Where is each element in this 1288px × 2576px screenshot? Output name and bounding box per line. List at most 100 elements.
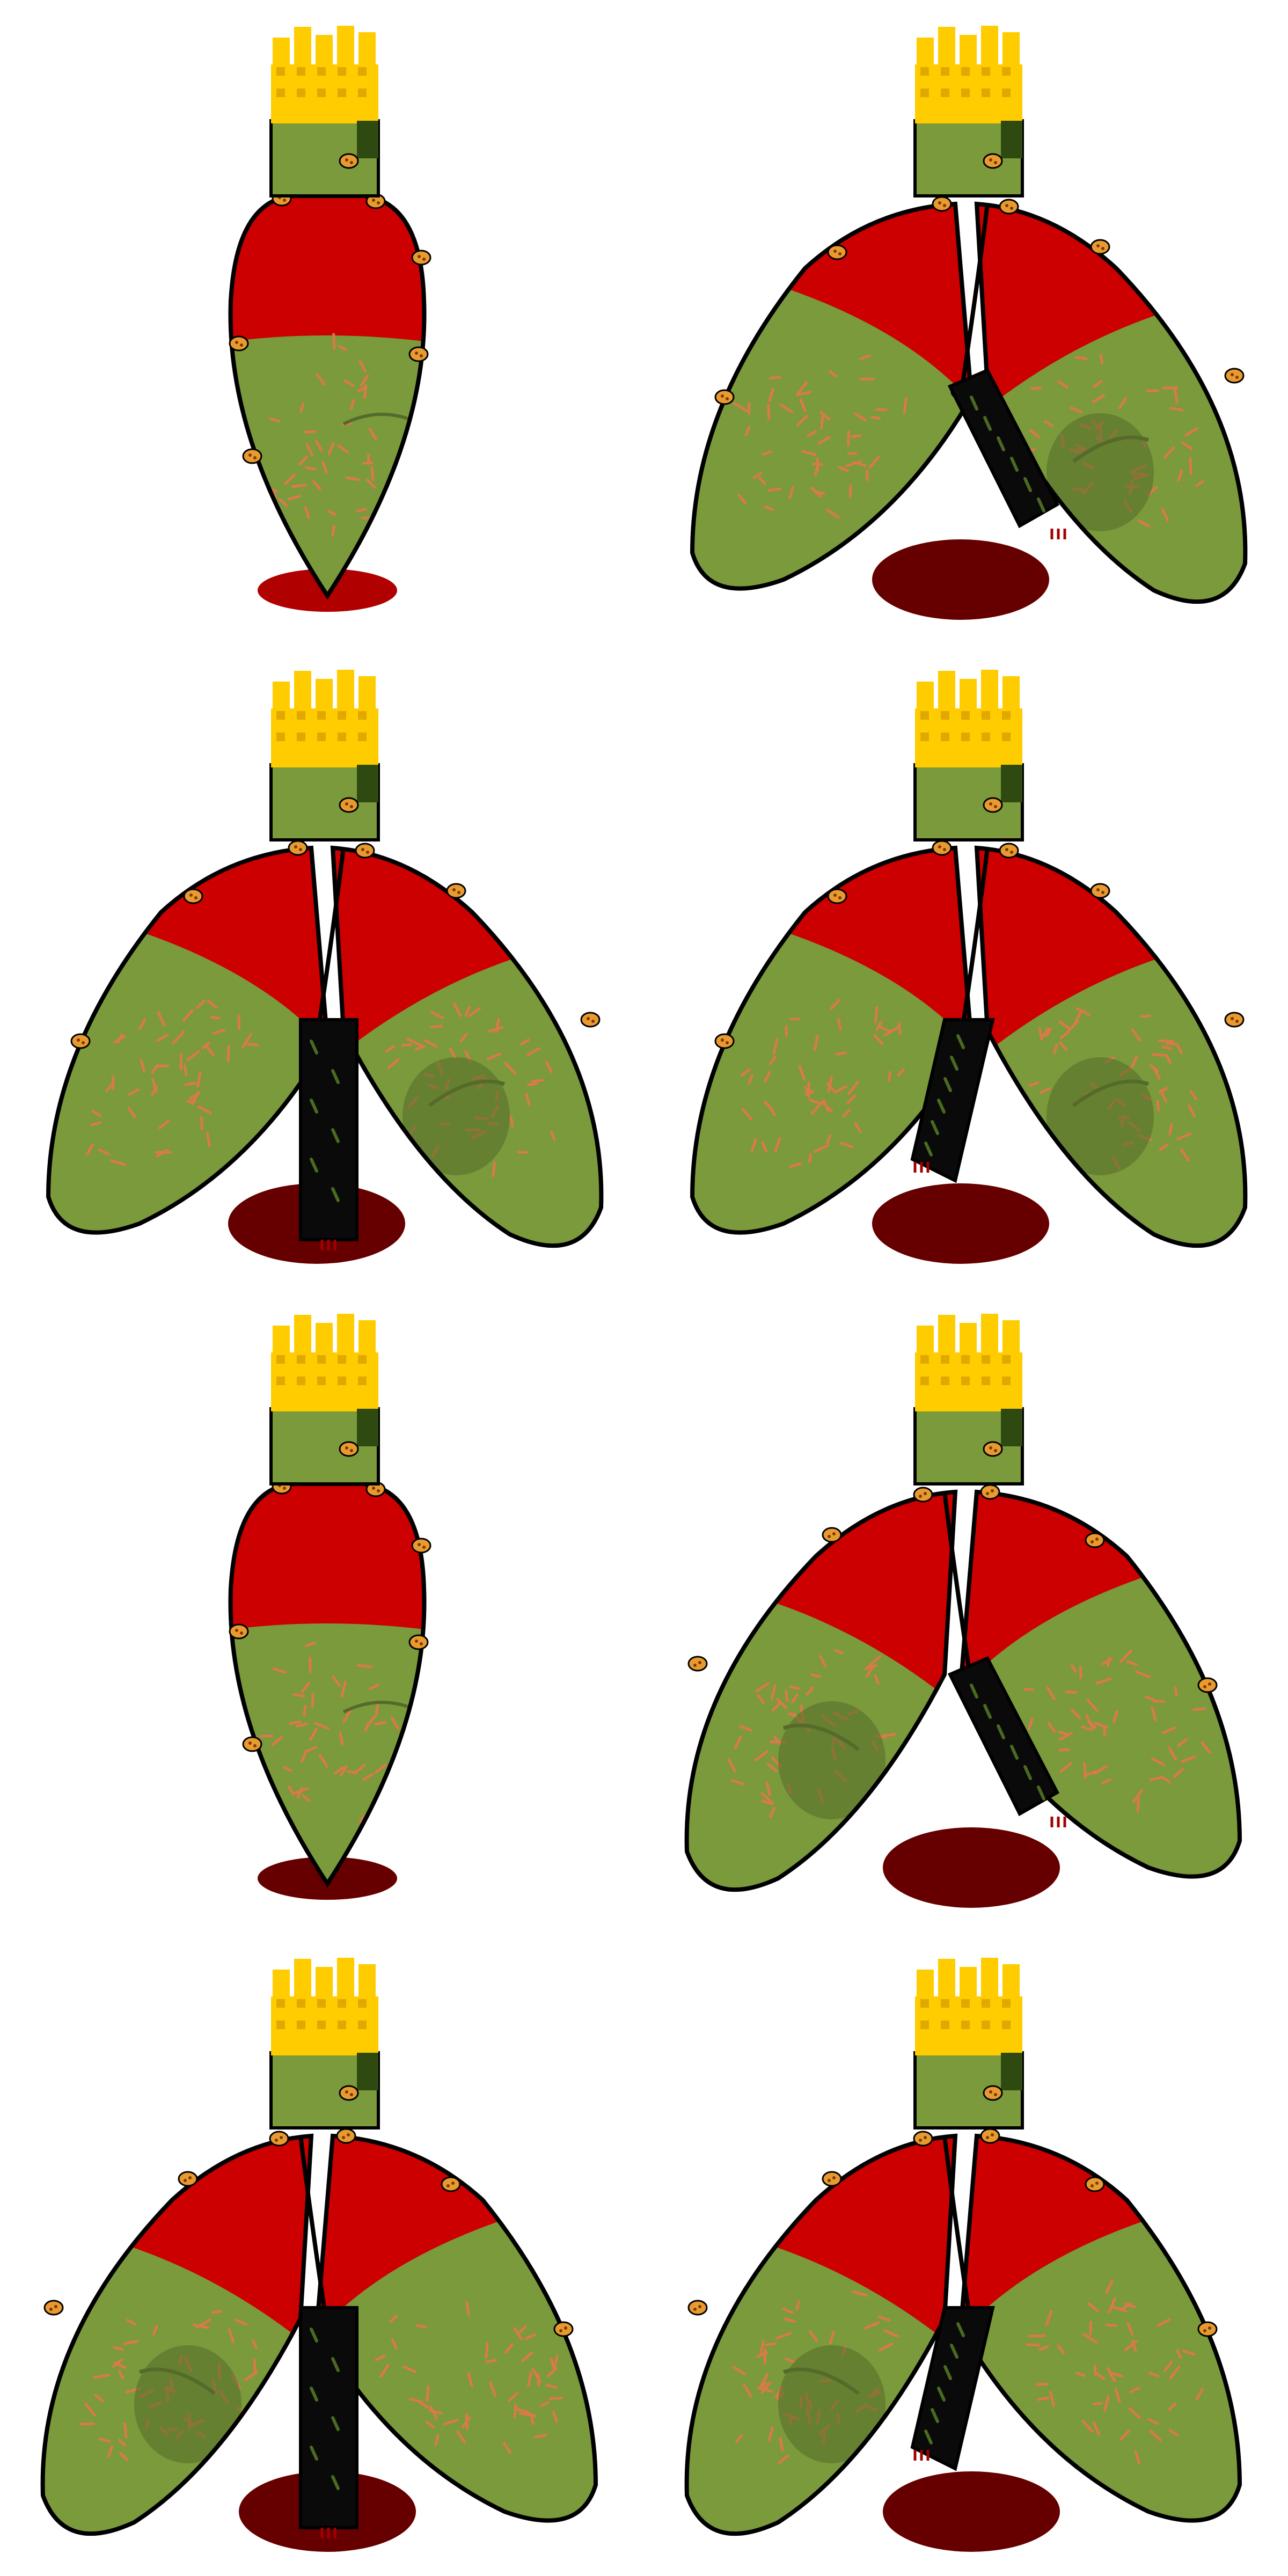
- orange-spot: [408, 346, 429, 362]
- orange-spot: [269, 2131, 289, 2147]
- scratch-marks: [740, 999, 905, 1168]
- character-head: [269, 670, 380, 841]
- orange-spot: [339, 797, 359, 813]
- orange-spot: [1224, 368, 1245, 384]
- wing-outline: [330, 845, 604, 1248]
- hair-side: [1001, 765, 1022, 802]
- scratch-marks: [259, 1641, 399, 1823]
- seam: [942, 2135, 974, 2330]
- sprite-frame: [228, 1314, 431, 1900]
- hair: [915, 26, 1022, 123]
- blood-pool: [872, 539, 1049, 620]
- vein: [138, 2367, 216, 2395]
- orange-spot: [1224, 1012, 1245, 1028]
- orange-spot: [183, 888, 203, 904]
- orange-spot: [1085, 1532, 1105, 1548]
- orange-spot: [827, 888, 847, 904]
- orange-spot: [999, 199, 1019, 215]
- scratch-marks: [85, 999, 259, 1166]
- orange-spot: [980, 2128, 1000, 2144]
- vein: [782, 1723, 860, 1751]
- hair-side: [357, 765, 378, 802]
- seam: [314, 847, 346, 1042]
- vein: [428, 1079, 506, 1107]
- orange-spot: [580, 1012, 601, 1028]
- wing-shadow: [1046, 413, 1154, 531]
- orange-spot: [913, 1487, 933, 1503]
- wing-outline: [684, 1489, 958, 1892]
- sprite-frame: [684, 1958, 1242, 2552]
- leg: [299, 1018, 358, 1250]
- scratch-marks: [1023, 1649, 1211, 1813]
- vein: [342, 1701, 408, 1714]
- leg: [947, 1656, 1066, 1827]
- wing-shadow: [134, 2345, 241, 2463]
- seam: [942, 1491, 974, 1686]
- scratch-marks: [733, 354, 908, 519]
- orange-spot: [932, 196, 952, 212]
- orange-spot: [553, 2321, 574, 2337]
- leg-body: [299, 1018, 358, 1241]
- vein: [1072, 435, 1150, 463]
- orange-spot: [822, 1527, 842, 1543]
- orange-spot: [1197, 1677, 1218, 1693]
- hair: [271, 1314, 378, 1411]
- orange-spot: [288, 840, 308, 856]
- orange-spot: [1090, 883, 1110, 899]
- character-head: [913, 1958, 1024, 2129]
- leg: [910, 2306, 995, 2471]
- character-head: [269, 26, 380, 197]
- sprite-frame: [40, 1958, 598, 2552]
- orange-spot: [983, 1441, 1003, 1457]
- orange-spot: [983, 2085, 1003, 2101]
- orange-spot: [242, 448, 262, 464]
- leg-body: [299, 2306, 358, 2529]
- vein: [1072, 1079, 1150, 1107]
- hair: [271, 26, 378, 123]
- orange-spot: [339, 2085, 359, 2101]
- leg-body: [910, 2306, 995, 2471]
- hair: [271, 670, 378, 767]
- sprite-frame: [684, 1314, 1242, 1908]
- wing-shadow: [778, 2345, 885, 2463]
- hair-side: [357, 2053, 378, 2090]
- orange-spot: [242, 1736, 262, 1752]
- body-closed: [228, 191, 431, 600]
- orange-spot: [980, 1484, 1000, 1500]
- character-head: [269, 1314, 380, 1485]
- scratch-marks: [374, 2301, 563, 2454]
- orange-spot: [43, 2300, 64, 2316]
- orange-spot: [983, 797, 1003, 813]
- wing-outline: [974, 845, 1248, 1248]
- orange-spot: [1090, 239, 1110, 255]
- hair-side: [357, 1409, 378, 1446]
- hair: [915, 1314, 1022, 1411]
- hair: [915, 670, 1022, 767]
- vein: [782, 2367, 860, 2395]
- wing-shadow: [1046, 1057, 1154, 1175]
- hair: [915, 1958, 1022, 2055]
- orange-spot: [229, 1623, 249, 1640]
- orange-spot: [339, 1441, 359, 1457]
- seam: [958, 847, 990, 1042]
- orange-spot: [339, 153, 359, 169]
- orange-spot: [822, 2171, 842, 2187]
- orange-spot: [411, 250, 431, 266]
- hair-side: [1001, 1409, 1022, 1446]
- orange-spot: [1197, 2321, 1218, 2337]
- leg-body: [910, 1018, 995, 1183]
- orange-spot: [913, 2131, 933, 2147]
- scratch-marks: [1026, 2279, 1204, 2464]
- orange-spot: [714, 389, 735, 405]
- hair-side: [357, 121, 378, 158]
- orange-spot: [178, 2171, 198, 2187]
- wing-outline: [684, 2133, 958, 2536]
- torso-red: [230, 1484, 425, 1631]
- vein: [342, 413, 408, 426]
- wing-shadow: [402, 1057, 510, 1175]
- seam: [298, 2135, 330, 2330]
- sprite-frame: [690, 26, 1248, 620]
- character-head: [269, 1958, 380, 2129]
- leg: [299, 2306, 358, 2538]
